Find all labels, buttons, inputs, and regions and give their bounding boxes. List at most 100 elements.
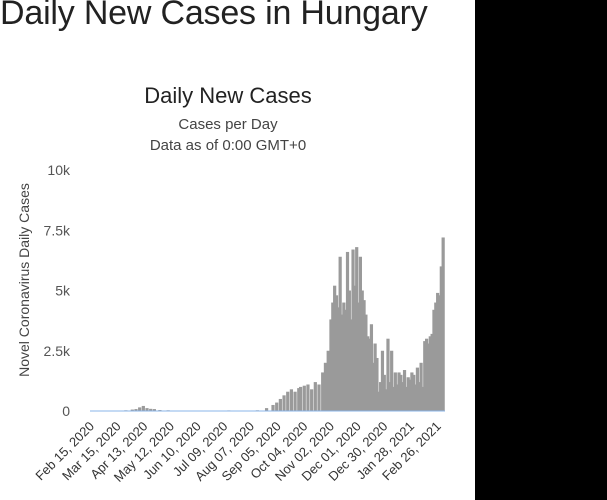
bar (152, 409, 156, 411)
bar (369, 324, 374, 411)
bar (345, 251, 350, 411)
bar (138, 407, 142, 411)
bar (386, 338, 390, 411)
bar (302, 385, 306, 411)
y-tick-label: 5k (55, 283, 71, 299)
bar (439, 266, 443, 411)
bar (441, 237, 445, 411)
bar (426, 343, 431, 411)
y-tick-label: 10k (47, 162, 71, 178)
bar (388, 382, 392, 411)
bar (317, 384, 321, 411)
bar (412, 374, 416, 411)
bar (436, 292, 440, 411)
bar (367, 338, 372, 411)
chart-title: Daily New Cases (144, 83, 312, 108)
bar (390, 350, 394, 411)
bar (141, 405, 145, 411)
bar (293, 391, 297, 411)
y-tick-label: 2.5k (44, 343, 71, 359)
bar (310, 389, 314, 411)
bar (380, 350, 385, 411)
bar (432, 309, 436, 411)
bar (306, 384, 310, 411)
bar (271, 404, 275, 411)
bar (331, 302, 335, 411)
chart-subtitle: Cases per Day (178, 116, 278, 133)
bar (149, 408, 153, 411)
bar (326, 350, 330, 411)
bar (373, 343, 377, 411)
bar (401, 382, 405, 411)
bar (336, 307, 340, 411)
bar (428, 336, 432, 411)
bar (264, 408, 269, 411)
bar (282, 395, 286, 411)
bar (423, 341, 427, 411)
bar (425, 338, 429, 411)
bar (406, 377, 410, 411)
bar (397, 372, 401, 411)
chart-panel: Daily New Cases in Hungary Daily New Cas… (0, 0, 475, 500)
bar (356, 302, 361, 411)
bar (351, 249, 355, 411)
bar (379, 382, 383, 411)
bar (145, 408, 149, 411)
bar (134, 409, 138, 411)
bar (349, 319, 353, 411)
bar (415, 367, 420, 411)
bar (286, 391, 290, 411)
bar (362, 300, 366, 411)
bar-series (124, 237, 445, 412)
bar (413, 384, 418, 411)
bar (360, 290, 364, 411)
bar (358, 256, 362, 411)
bar (410, 372, 414, 411)
bar (404, 386, 408, 411)
bar (289, 389, 294, 411)
y-axis-label: Novel Coronavirus Daily Cases (16, 183, 32, 377)
bar (321, 372, 325, 411)
bar (395, 384, 399, 411)
y-axis: 0 2.5k 5k 7.5k 10k (44, 162, 71, 419)
chart-subtitle-2: Data as of 0:00 GMT+0 (150, 137, 306, 154)
bar (338, 256, 342, 411)
bar (399, 374, 403, 411)
bar (371, 362, 375, 411)
bar (391, 386, 396, 411)
bar (323, 362, 328, 411)
chart: Daily New Cases Cases per Day Data as of… (16, 83, 445, 485)
bar (334, 295, 339, 411)
bar (299, 386, 303, 411)
bar (421, 386, 425, 411)
bar (329, 319, 333, 411)
bar (340, 314, 344, 411)
page-title: Daily New Cases in Hungary (0, 0, 428, 32)
bar (430, 333, 434, 411)
bar (344, 309, 348, 411)
bar (278, 398, 282, 411)
bar (375, 357, 379, 411)
bar (382, 374, 386, 411)
bar (297, 388, 301, 411)
bar (342, 302, 346, 411)
y-tick-label: 7.5k (44, 222, 71, 238)
bar (393, 372, 397, 411)
bar (275, 402, 279, 411)
bar (402, 370, 407, 411)
bar (353, 285, 357, 411)
bar (355, 247, 359, 411)
bar (347, 290, 351, 411)
bar (313, 382, 317, 411)
bar (408, 379, 412, 411)
bar (434, 302, 438, 411)
bar (437, 295, 442, 411)
bar (417, 382, 421, 411)
bar (333, 285, 337, 411)
bar (419, 362, 423, 411)
bar (364, 314, 368, 411)
bar (130, 409, 134, 411)
bar (366, 336, 370, 411)
y-tick-label: 0 (62, 403, 70, 419)
